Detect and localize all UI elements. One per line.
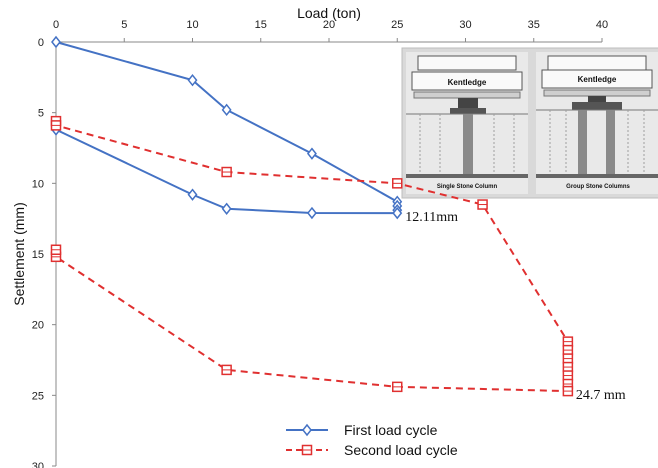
x-tick-label-40: 40 (596, 19, 608, 31)
x-tick-label-0: 0 (53, 19, 59, 31)
series-1-point-7 (392, 206, 403, 220)
x-tick-label-35: 35 (528, 19, 540, 31)
legend-first-marker (302, 423, 312, 437)
legend-first-diamond (302, 423, 312, 437)
series-1-point-9 (221, 202, 232, 215)
legend-second-marker (301, 444, 313, 456)
kentledge-label-right: Kentledge (578, 75, 617, 84)
x-tick-label-25: 25 (391, 19, 403, 31)
single-column-panel: Kentledge Single Stone Column (406, 52, 528, 194)
x-tick-label-30: 30 (459, 19, 471, 31)
annotation-0: 12.11mm (405, 210, 458, 225)
y-tick-label-15: 15 (32, 249, 44, 261)
series-2 (50, 115, 574, 397)
legend: First load cycle Second load cycle (286, 422, 458, 458)
y-tick-label-10: 10 (32, 178, 44, 190)
series-1 (51, 35, 403, 220)
series-1-point-8 (306, 206, 317, 220)
x-axis-title: Load (ton) (297, 5, 361, 21)
series-1-point-10 (187, 188, 198, 201)
series-layer (50, 35, 574, 397)
x-tick-label-20: 20 (323, 19, 335, 31)
series-1-line (55, 41, 399, 215)
annotation-1: 24.7 mm (576, 388, 626, 403)
x-tick-label-10: 10 (186, 19, 198, 31)
series-1-point-3 (306, 147, 317, 160)
x-tick-label-15: 15 (255, 19, 267, 31)
axis-tick-labels: 0 5 10 15 20 25 30 35 40 0 5 10 15 20 25 30 (32, 19, 608, 468)
group-column-caption: Group Stone Columns (566, 184, 630, 190)
legend-first-label: First load cycle (344, 422, 438, 438)
annotations: 12.11mm 24.7 mm (405, 210, 626, 403)
single-column-caption: Single Stone Column (437, 184, 498, 190)
y-tick-label-20: 20 (32, 320, 44, 332)
series-1-point-2 (221, 103, 232, 117)
kentledge-label-left: Kentledge (448, 78, 487, 87)
y-tick-label-30: 30 (32, 461, 44, 468)
series-1-point-1 (187, 73, 198, 87)
series-1-point-0 (51, 35, 61, 49)
stone-column-inset: Kentledge Single Stone Column Kentledge (401, 47, 658, 199)
series-2-line (55, 121, 569, 393)
y-axis-title: Settlement (mm) (11, 202, 27, 305)
y-tick-label-0: 0 (38, 37, 44, 49)
y-tick-label-25: 25 (32, 390, 44, 402)
x-tick-label-5: 5 (121, 19, 127, 31)
y-tick-label-5: 5 (38, 108, 44, 120)
group-column-panel: Kentledge Group Stone Columns (536, 52, 658, 194)
legend-second-label: Second load cycle (344, 442, 458, 458)
